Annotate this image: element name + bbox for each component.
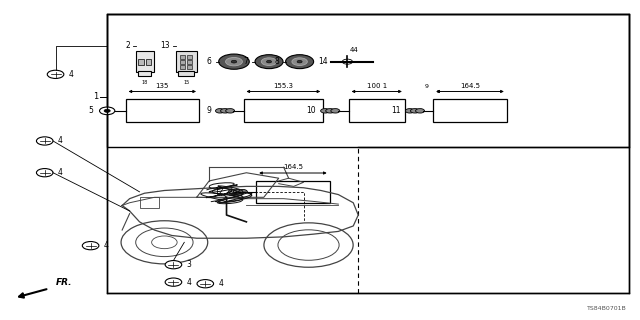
Circle shape — [405, 108, 414, 113]
Text: 4: 4 — [58, 136, 63, 146]
Text: TS84B0701B: TS84B0701B — [588, 306, 627, 311]
Circle shape — [326, 108, 335, 113]
Text: 9: 9 — [206, 106, 211, 115]
Circle shape — [331, 108, 340, 113]
Circle shape — [321, 108, 330, 113]
Text: 1: 1 — [93, 92, 99, 101]
Text: 135: 135 — [156, 83, 169, 89]
Text: 4: 4 — [187, 278, 192, 287]
Bar — [146, 59, 152, 65]
Circle shape — [226, 108, 235, 113]
Text: 15: 15 — [183, 80, 189, 85]
Text: 18: 18 — [141, 80, 148, 85]
Bar — [180, 60, 185, 64]
Circle shape — [342, 59, 353, 64]
Bar — [187, 54, 192, 59]
Circle shape — [228, 189, 237, 194]
Circle shape — [221, 108, 230, 113]
Text: 164.5: 164.5 — [460, 83, 480, 89]
Text: 4: 4 — [104, 241, 109, 250]
Circle shape — [415, 108, 424, 113]
Text: 155.3: 155.3 — [273, 83, 293, 89]
Bar — [106, 14, 629, 293]
Bar — [138, 71, 151, 76]
Text: 100 1: 100 1 — [367, 83, 387, 89]
Circle shape — [165, 278, 182, 286]
Text: 14: 14 — [319, 57, 328, 66]
Circle shape — [285, 55, 314, 68]
Circle shape — [36, 169, 53, 177]
Bar — [136, 51, 154, 72]
Text: 12: 12 — [214, 187, 224, 196]
Circle shape — [410, 108, 419, 113]
Bar — [433, 100, 507, 122]
Text: 4: 4 — [58, 168, 63, 177]
Text: 164.5: 164.5 — [283, 164, 303, 171]
Text: 9: 9 — [425, 84, 429, 89]
Bar — [256, 181, 330, 203]
Circle shape — [231, 60, 237, 63]
Circle shape — [219, 54, 249, 69]
Text: 3: 3 — [187, 260, 192, 269]
Circle shape — [165, 260, 182, 269]
Text: 13: 13 — [161, 41, 170, 50]
Bar — [106, 14, 629, 147]
Bar — [349, 100, 404, 122]
Circle shape — [225, 58, 243, 66]
Text: 5: 5 — [88, 106, 93, 115]
Circle shape — [83, 242, 99, 250]
Circle shape — [47, 70, 64, 78]
Bar — [187, 60, 192, 64]
Bar — [180, 54, 185, 59]
Text: 44: 44 — [349, 47, 358, 52]
Circle shape — [36, 137, 53, 145]
Text: 7: 7 — [244, 57, 248, 66]
Bar — [140, 197, 159, 208]
Text: 8: 8 — [275, 57, 279, 66]
Circle shape — [297, 60, 302, 63]
Bar — [138, 59, 144, 65]
Bar — [175, 51, 196, 72]
Circle shape — [234, 189, 243, 194]
Text: 4: 4 — [219, 279, 223, 288]
Text: FR.: FR. — [56, 278, 72, 287]
Bar — [125, 100, 199, 122]
Circle shape — [197, 280, 214, 288]
Text: 6: 6 — [207, 57, 212, 66]
Circle shape — [261, 58, 276, 66]
Bar — [244, 100, 323, 122]
Circle shape — [266, 60, 271, 63]
Circle shape — [239, 189, 247, 194]
Circle shape — [100, 107, 115, 115]
Circle shape — [255, 55, 283, 68]
Bar — [178, 71, 194, 76]
Circle shape — [104, 109, 110, 112]
Circle shape — [216, 108, 225, 113]
Text: 10: 10 — [307, 106, 316, 115]
Text: 11: 11 — [392, 106, 401, 115]
Text: 4: 4 — [69, 70, 74, 79]
Bar — [187, 65, 192, 69]
Bar — [180, 65, 185, 69]
Circle shape — [292, 58, 307, 66]
Text: 2: 2 — [126, 41, 131, 50]
